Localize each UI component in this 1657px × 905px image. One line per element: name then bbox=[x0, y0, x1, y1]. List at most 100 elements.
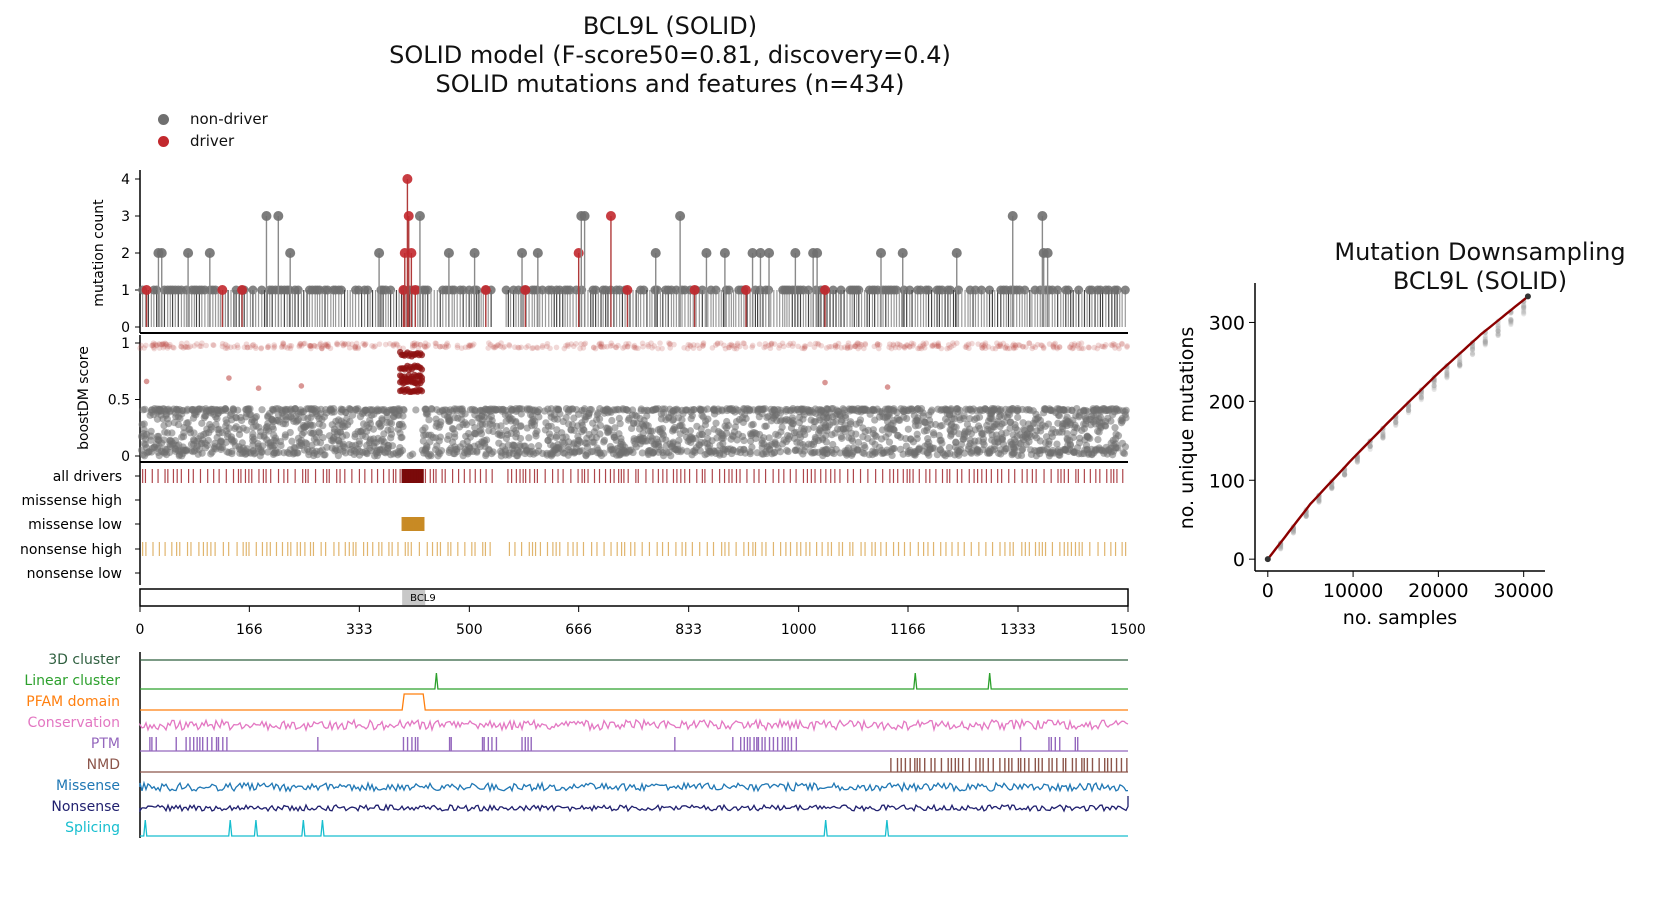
score-driver-point bbox=[573, 341, 579, 347]
score-point bbox=[436, 450, 444, 458]
lollipop-marker bbox=[985, 285, 995, 295]
score-driver-point bbox=[297, 341, 304, 347]
ds-sample-point bbox=[1521, 310, 1527, 316]
score-driver-point bbox=[411, 340, 418, 346]
ds-x-tick-label: 10000 bbox=[1323, 580, 1383, 602]
score-point bbox=[527, 411, 535, 419]
score-driver-point bbox=[729, 342, 735, 349]
score-point bbox=[659, 451, 668, 460]
score-driver-point bbox=[418, 351, 426, 359]
score-point bbox=[955, 448, 963, 456]
score-point bbox=[339, 442, 347, 450]
score-driver-point bbox=[963, 342, 970, 348]
score-point bbox=[747, 437, 755, 445]
score-point bbox=[841, 449, 849, 457]
score-driver-point bbox=[352, 345, 359, 352]
score-point bbox=[1017, 439, 1025, 448]
score-driver-point bbox=[613, 344, 620, 351]
score-driver-point bbox=[997, 342, 1004, 349]
score-driver-point bbox=[852, 343, 858, 349]
score-point bbox=[146, 411, 154, 419]
score-point bbox=[814, 436, 822, 445]
score-driver-point bbox=[684, 345, 691, 352]
track-label: missense high bbox=[22, 493, 122, 509]
score-point bbox=[202, 405, 210, 413]
score-point bbox=[624, 416, 632, 424]
consequence-tracks-panel: all drivers missense high missense low nons… bbox=[20, 462, 1146, 638]
score-point bbox=[334, 452, 342, 460]
score-driver-point bbox=[421, 343, 428, 350]
score-driver-point bbox=[801, 343, 808, 349]
score-driver-point bbox=[415, 345, 422, 351]
score-point bbox=[697, 425, 705, 433]
score-driver-point bbox=[801, 345, 808, 352]
title-line-2: SOLID model (F-score50=0.81, discovery=0… bbox=[389, 41, 951, 69]
score-point bbox=[1009, 440, 1017, 448]
score-point bbox=[279, 420, 287, 428]
score-point bbox=[228, 447, 236, 455]
score-driver-point bbox=[318, 345, 325, 352]
score-driver-point bbox=[387, 341, 393, 347]
score-driver-point bbox=[271, 342, 277, 348]
score-point bbox=[562, 414, 570, 422]
score-driver-point bbox=[1052, 340, 1059, 347]
score-point bbox=[828, 448, 836, 457]
score-point bbox=[485, 445, 493, 453]
score-point bbox=[945, 443, 953, 452]
score-driver-point bbox=[568, 341, 575, 347]
score-driver-point bbox=[847, 344, 853, 351]
score-point bbox=[1048, 432, 1056, 441]
score-driver-point bbox=[923, 340, 930, 347]
score-driver-point bbox=[1050, 343, 1056, 349]
score-driver-point bbox=[902, 343, 908, 350]
score-point bbox=[956, 406, 964, 415]
ds-sample-point bbox=[1431, 383, 1437, 389]
score-point bbox=[533, 408, 541, 416]
score-driver-point bbox=[486, 340, 492, 346]
score-driver-point bbox=[896, 341, 903, 348]
score-driver-point bbox=[844, 344, 851, 351]
score-driver-point bbox=[222, 345, 229, 351]
score-driver-point bbox=[685, 341, 692, 348]
score-driver-point bbox=[639, 340, 646, 347]
score-driver-point bbox=[935, 343, 942, 350]
score-point bbox=[185, 425, 193, 434]
track-label: nonsense low bbox=[27, 566, 122, 582]
score-point bbox=[264, 412, 272, 420]
score-point bbox=[699, 413, 707, 421]
score-point bbox=[610, 431, 618, 439]
score-point bbox=[784, 447, 792, 456]
score-point bbox=[941, 452, 950, 460]
score-point bbox=[433, 442, 441, 450]
score-point bbox=[412, 406, 420, 414]
lollipop-marker bbox=[790, 248, 801, 258]
lollipop-marker bbox=[363, 285, 373, 295]
score-point bbox=[783, 406, 791, 414]
score-point bbox=[264, 448, 272, 456]
score-point bbox=[505, 451, 513, 459]
score-driver-point bbox=[138, 342, 144, 349]
score-driver-point bbox=[143, 378, 150, 385]
score-point bbox=[810, 449, 818, 457]
lollipop-driver-marker bbox=[740, 285, 751, 295]
score-point bbox=[1120, 449, 1129, 458]
score-driver-point bbox=[518, 344, 524, 351]
score-point bbox=[925, 446, 934, 454]
score-driver-point bbox=[1010, 341, 1017, 348]
score-driver-point bbox=[749, 342, 756, 349]
score-point bbox=[852, 406, 860, 415]
score-driver-point bbox=[832, 344, 839, 351]
score-point bbox=[649, 449, 657, 457]
score-point bbox=[202, 429, 210, 437]
score-driver-point bbox=[921, 344, 928, 351]
score-point bbox=[689, 447, 697, 456]
score-point bbox=[446, 416, 454, 424]
score-point bbox=[395, 420, 404, 429]
score-point bbox=[522, 447, 530, 455]
score-driver-point bbox=[717, 340, 724, 346]
score-point bbox=[611, 424, 619, 432]
score-point bbox=[973, 414, 981, 422]
score-driver-point bbox=[790, 340, 797, 347]
score-point bbox=[1050, 449, 1058, 457]
score-point bbox=[997, 450, 1005, 458]
